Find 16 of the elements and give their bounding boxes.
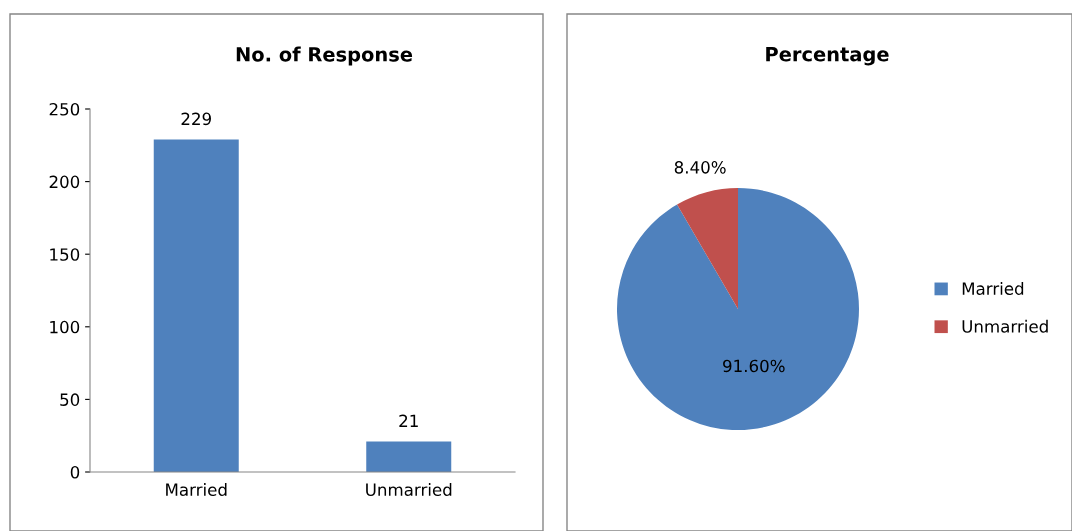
- y-tick-label: 100: [50, 320, 80, 334]
- y-tick-label: 200: [49, 175, 80, 189]
- pie-slice: [677, 188, 738, 309]
- legend-label: Unmarried: [962, 319, 1048, 333]
- data-label: 8.40%: [674, 161, 726, 174]
- y-tick-label: 50: [60, 393, 80, 406]
- chart-title: No. of Response: [236, 46, 413, 66]
- y-tick-label: 250: [49, 102, 80, 116]
- y-tick-label: 0: [70, 465, 80, 479]
- pie-slice: [617, 188, 859, 430]
- data-label: 91.60%: [723, 359, 785, 373]
- legend-label: Married: [962, 282, 1024, 295]
- y-tick-label: 150: [50, 248, 80, 261]
- data-label: 229: [181, 112, 211, 126]
- data-label: 21: [399, 414, 418, 427]
- chart-title: Percentage: [766, 47, 889, 66]
